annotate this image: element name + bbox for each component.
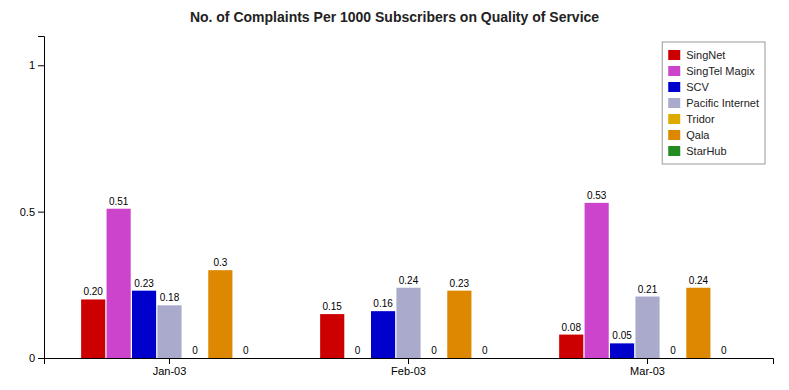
y-axis-line — [38, 37, 45, 359]
bar — [346, 358, 370, 359]
bar — [585, 203, 609, 358]
data-label: 0 — [243, 345, 249, 356]
x-axis: Jan-03 Feb-03 Mar-03 — [45, 358, 774, 377]
data-label: 0 — [670, 345, 676, 356]
bar — [183, 358, 207, 359]
data-label: 0 — [355, 345, 361, 356]
data-label: 0.23 — [450, 278, 470, 289]
x-tick-label: Jan-03 — [153, 365, 187, 377]
legend-item: SingNet — [668, 49, 725, 61]
legend-item: Tridor — [668, 113, 715, 125]
legend-swatch — [668, 98, 680, 108]
data-label: 0.05 — [612, 330, 632, 341]
y-tick-mark — [38, 358, 44, 359]
x-tick: Jan-03 — [153, 358, 187, 377]
data-label: 0.3 — [213, 257, 227, 268]
bar — [320, 314, 344, 358]
data-label: 0.16 — [373, 298, 393, 309]
bar — [661, 358, 685, 359]
plot-area: 00.51Jan-03Feb-03Mar-030.200.150.080.510… — [20, 37, 774, 377]
y-axis: 00.51 — [20, 37, 45, 365]
bar — [396, 288, 420, 358]
data-label: 0.08 — [562, 322, 582, 333]
legend-item: SCV — [668, 81, 709, 93]
bar — [712, 358, 736, 359]
chart-svg: No. of Complaints Per 1000 Subscribers o… — [0, 0, 789, 390]
legend-label: Qala — [686, 129, 710, 141]
y-tick-mark — [38, 65, 44, 66]
bar — [208, 270, 232, 358]
data-label: 0.21 — [638, 284, 658, 295]
bar — [635, 297, 659, 358]
legend-label: SCV — [686, 81, 709, 93]
legend-swatch — [668, 146, 680, 156]
legend-label: StarHub — [686, 145, 726, 157]
legend-item: SingTel Magix — [668, 65, 755, 77]
bar — [447, 291, 471, 358]
bar — [371, 311, 395, 358]
data-label: 0.24 — [689, 275, 709, 286]
legend-item: StarHub — [668, 145, 726, 157]
legend-label: SingNet — [686, 49, 725, 61]
data-label: 0.51 — [109, 196, 129, 207]
bar — [559, 335, 583, 358]
data-label: 0 — [721, 345, 727, 356]
y-tick: 0 — [29, 352, 44, 364]
bar — [157, 305, 181, 358]
bar — [610, 343, 634, 358]
y-tick-label: 0 — [29, 352, 35, 364]
legend-item: Pacific Internet — [668, 97, 759, 109]
chart-container: No. of Complaints Per 1000 Subscribers o… — [0, 0, 789, 390]
legend-item: Qala — [668, 129, 710, 141]
bar — [107, 209, 131, 358]
y-tick-label: 0.5 — [20, 206, 35, 218]
data-label: 0 — [192, 345, 198, 356]
legend: SingNet SingTel Magix SCV Pacific Internet T… — [662, 42, 765, 164]
legend-label: Tridor — [686, 113, 715, 125]
x-tick-mark — [647, 358, 648, 364]
bar — [234, 358, 258, 359]
legend-swatch — [668, 82, 680, 92]
data-label: 0.20 — [83, 286, 103, 297]
y-tick: 0.5 — [20, 206, 44, 218]
legend-label: SingTel Magix — [686, 65, 755, 77]
x-tick-mark — [169, 358, 170, 364]
y-tick-label: 1 — [29, 59, 35, 71]
data-label: 0 — [431, 345, 437, 356]
x-tick: Feb-03 — [391, 358, 426, 377]
legend-swatch — [668, 66, 680, 76]
bar — [132, 291, 156, 358]
legend-swatch — [668, 114, 680, 124]
data-label: 0.18 — [160, 292, 180, 303]
data-label: 0.23 — [134, 278, 154, 289]
x-tick-mark — [408, 358, 409, 364]
data-label: 0.53 — [587, 190, 607, 201]
bars — [81, 203, 710, 358]
data-label: 0.24 — [399, 275, 419, 286]
data-label: 0 — [482, 345, 488, 356]
legend-box — [662, 42, 765, 164]
y-tick-mark — [38, 212, 44, 213]
data-labels: 0.20 0.15 0.08 0.51 0 0.53 0.23 0.16 0.05 0.18 0.2… — [83, 190, 727, 356]
x-axis-line — [45, 359, 774, 365]
x-tick-label: Mar-03 — [630, 365, 665, 377]
x-tick: Mar-03 — [630, 358, 665, 377]
bar — [81, 299, 105, 358]
legend-swatch — [668, 130, 680, 140]
bar — [686, 288, 710, 358]
title: No. of Complaints Per 1000 Subscribers o… — [190, 9, 599, 25]
legend-swatch — [668, 50, 680, 60]
bar — [473, 358, 497, 359]
data-label: 0.15 — [322, 301, 342, 312]
y-tick: 1 — [29, 59, 44, 71]
legend-label: Pacific Internet — [686, 97, 759, 109]
bar — [422, 358, 446, 359]
x-tick-label: Feb-03 — [391, 365, 426, 377]
